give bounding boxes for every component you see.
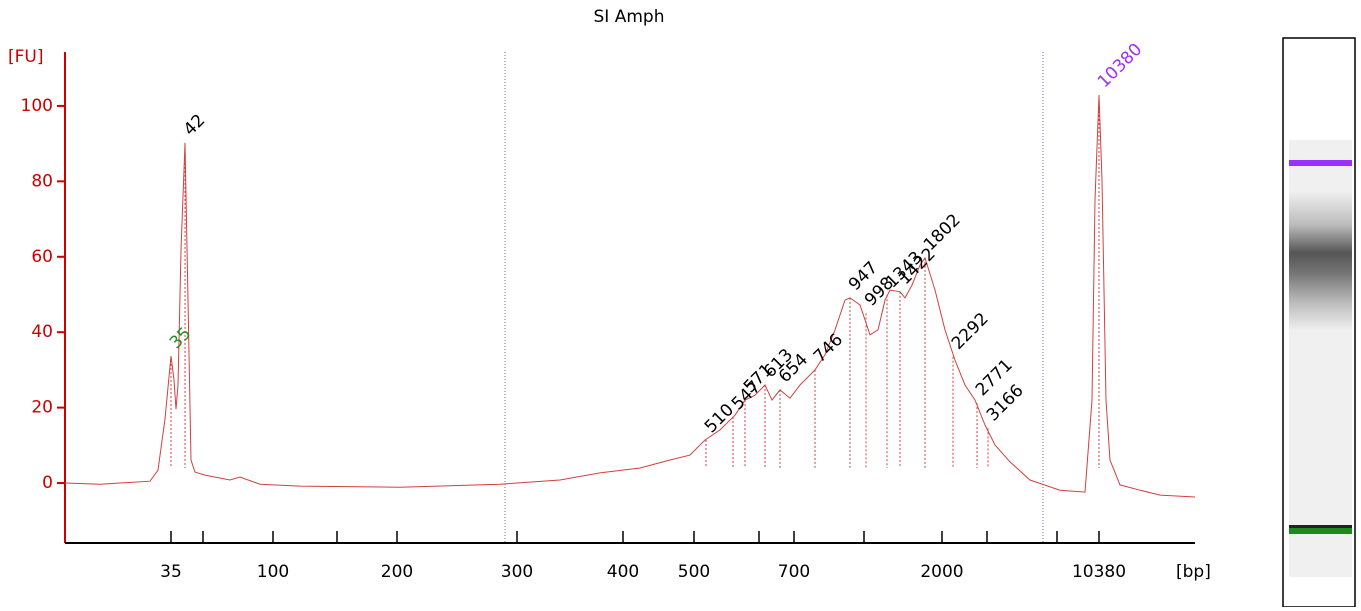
x-tick-label: 500 (678, 562, 710, 582)
x-axis-label: [bp] (1176, 562, 1211, 582)
y-tick-label: 20 (31, 398, 53, 418)
peak-label: 746 (810, 330, 847, 367)
chart-title: SI Amph (594, 7, 665, 27)
x-tick-label: 35 (160, 562, 182, 582)
x-tick-label: 200 (381, 562, 413, 582)
peak-label: 10380 (1094, 40, 1146, 92)
x-tick-label: 400 (607, 562, 639, 582)
x-tick-label: 100 (257, 562, 289, 582)
y-tick-label: 40 (31, 322, 53, 342)
x-tick-label: 700 (778, 562, 810, 582)
y-axis-label: [FU] (8, 47, 44, 67)
x-tick-label: 10380 (1072, 562, 1126, 582)
y-tick-label: 80 (31, 171, 53, 191)
gel-lane (1282, 37, 1356, 608)
trace (64, 94, 1196, 498)
y-tick-label: 60 (31, 247, 53, 267)
x-tick-label: 300 (501, 562, 533, 582)
peak-label: 42 (180, 111, 209, 140)
peak-label: 1802 (920, 210, 965, 255)
x-tick-label: 2000 (920, 562, 963, 582)
y-tick-label: 100 (21, 96, 53, 116)
y-tick-label: 0 (42, 473, 53, 493)
peak-label: 35 (166, 324, 195, 353)
peak-label: 2292 (948, 309, 993, 354)
